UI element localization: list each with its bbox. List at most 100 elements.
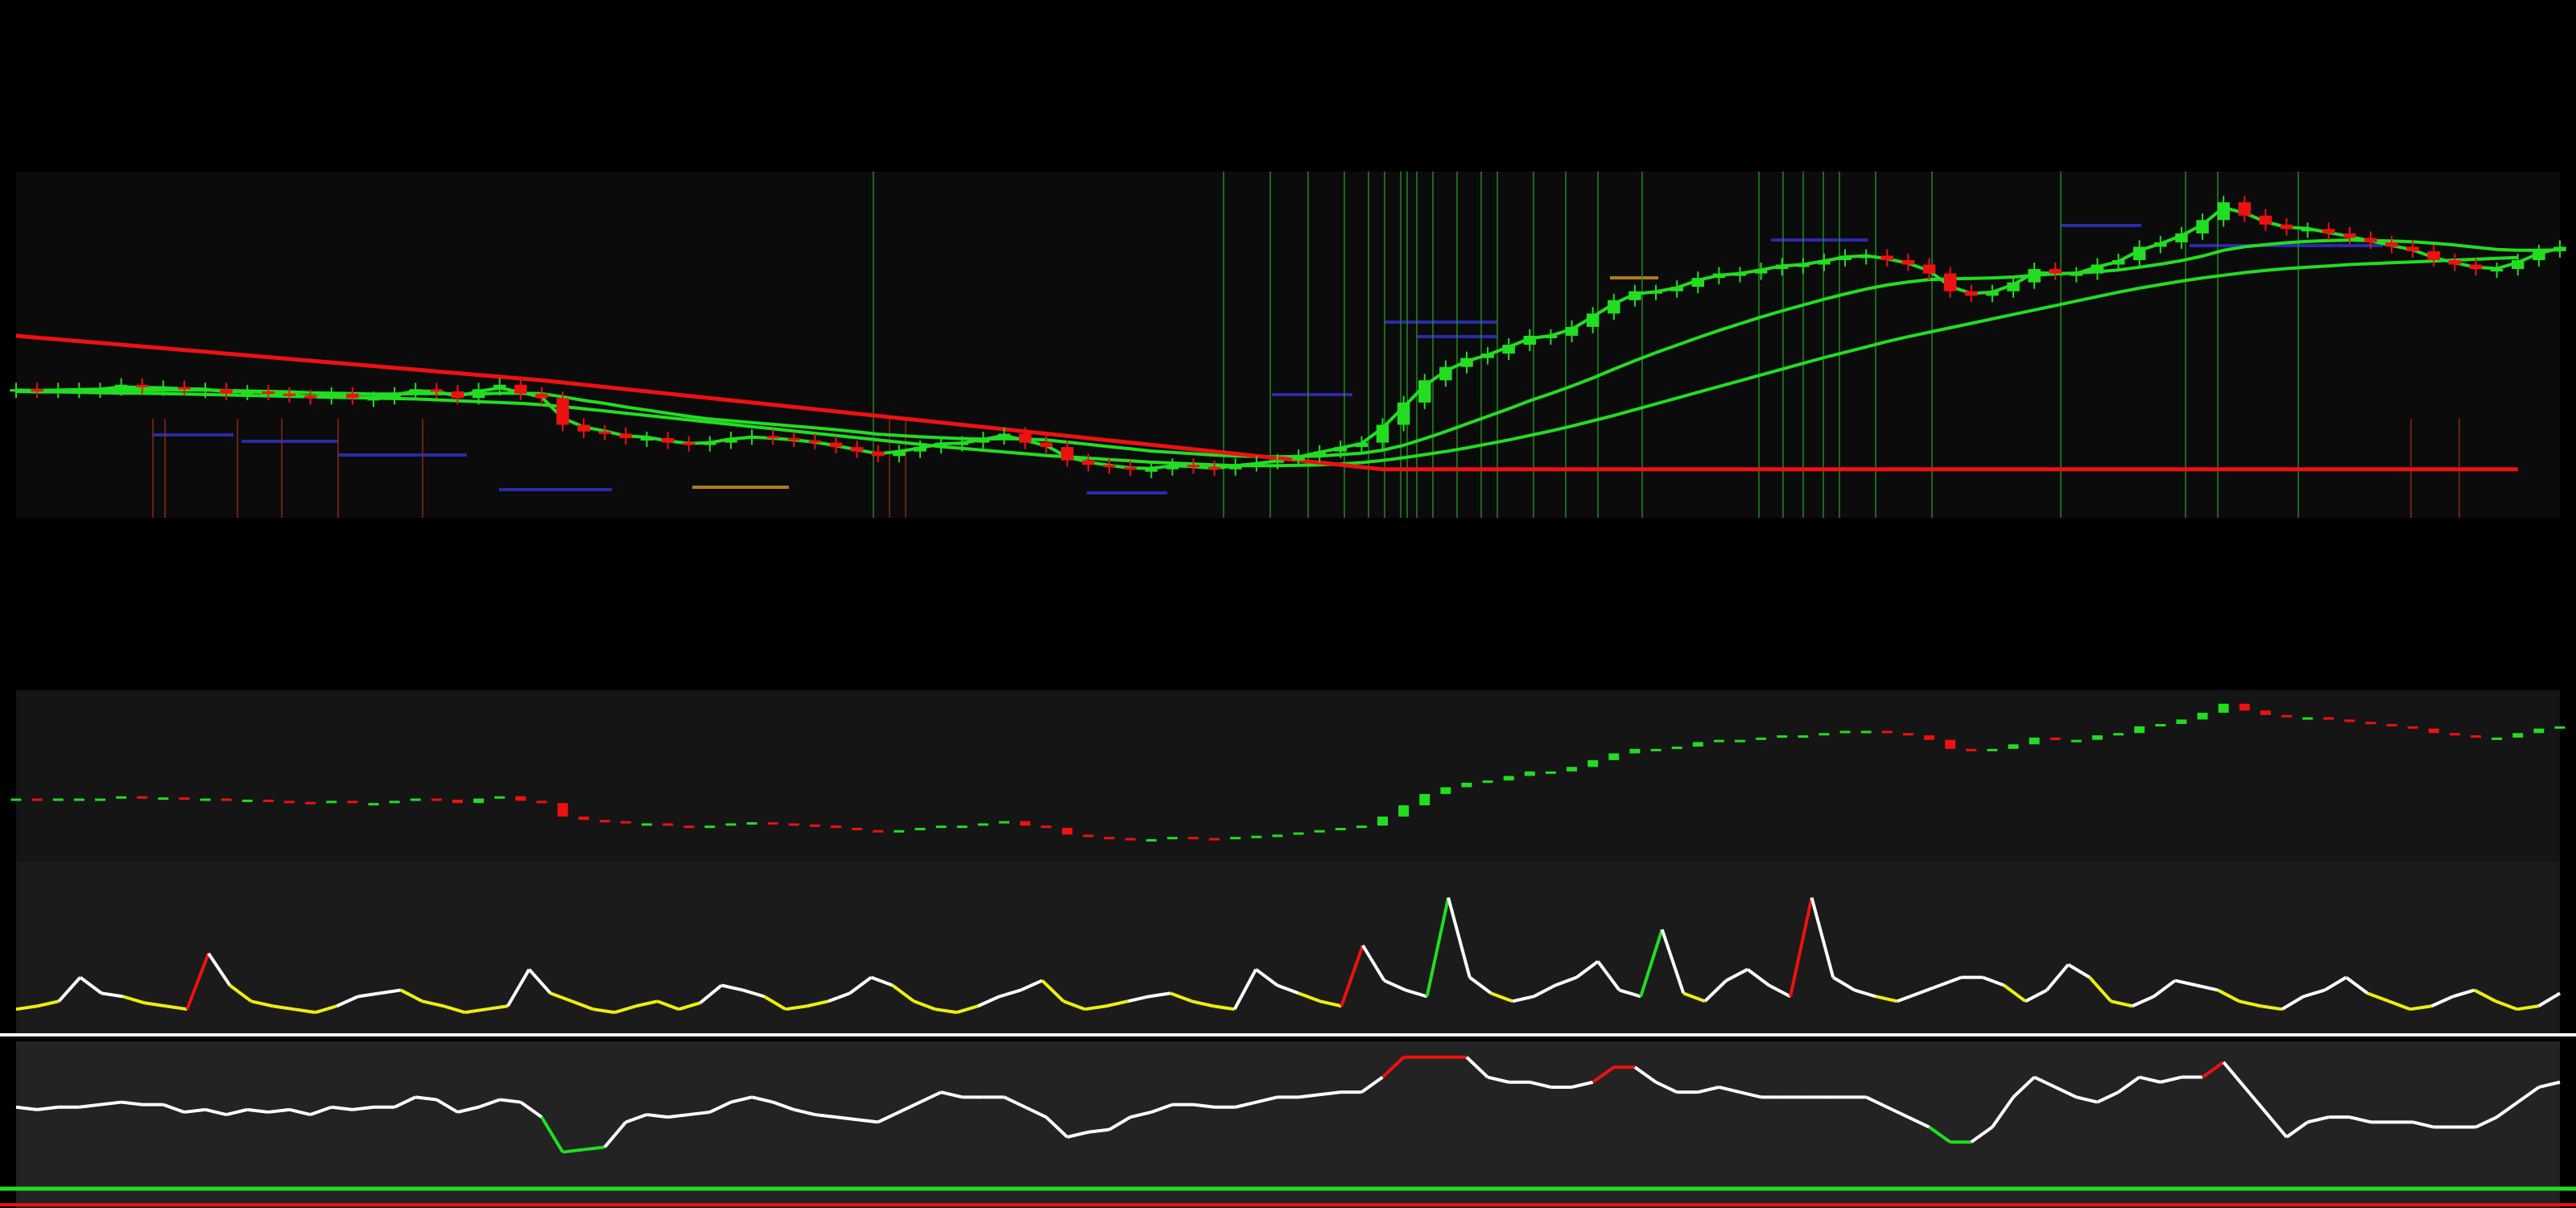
oscillator-segment	[2264, 1111, 2289, 1139]
mini-candle	[1713, 739, 1724, 743]
ma-very-long-line	[15, 333, 2518, 472]
candle-body	[1670, 287, 1683, 292]
oscillator-segment	[815, 1113, 836, 1119]
candle-body	[1964, 291, 1978, 296]
volume-oscillator-segment	[122, 995, 145, 1005]
mini-candle	[1545, 771, 1556, 774]
volume-oscillator-segment	[1512, 995, 1534, 1003]
oscillator-segment	[583, 1145, 605, 1152]
mini-candle	[1902, 733, 1913, 736]
candle-body	[1460, 358, 1473, 367]
candle-body	[514, 384, 527, 394]
mini-candle	[73, 798, 85, 801]
mini-candle	[368, 803, 379, 806]
mini-candle	[1839, 730, 1851, 734]
volume-oscillator-segment	[2345, 975, 2369, 995]
volume-oscillator-segment	[848, 975, 873, 995]
volume-oscillator-segment	[1063, 999, 1086, 1011]
mini-price-pane-background	[16, 690, 2560, 862]
oscillator-segment	[540, 1116, 564, 1153]
oscillator-segment	[2201, 1061, 2225, 1079]
mini-candle	[704, 825, 716, 829]
volume-oscillator-segment	[2025, 988, 2048, 1003]
volume-oscillator-segment	[2067, 963, 2091, 979]
candle-body	[1103, 465, 1116, 468]
candle-body	[2301, 229, 2314, 232]
oscillator-segment	[646, 1113, 668, 1119]
mini-candle	[1860, 730, 1872, 734]
volume-oscillator-segment	[272, 1004, 295, 1011]
mini-candle	[1251, 835, 1262, 838]
volume-oscillator-segment	[1810, 897, 1835, 978]
oscillator-segment	[1740, 1090, 1762, 1099]
mini-candle	[10, 798, 22, 801]
mini-candle	[935, 825, 947, 829]
oscillator-segment	[1298, 1093, 1320, 1099]
volume-oscillator-segment	[1468, 975, 1492, 995]
candle-body	[661, 438, 675, 443]
mini-candle	[956, 825, 968, 829]
oscillator-segment	[562, 1148, 584, 1154]
candle-body	[241, 391, 254, 395]
oscillator-segment	[456, 1105, 480, 1114]
volume-oscillator-segment	[1554, 975, 1578, 987]
volume-oscillator-segment	[1746, 968, 1770, 987]
volume-oscillator-segment	[2088, 976, 2112, 1003]
volume-oscillator-segment	[79, 975, 103, 995]
mini-candle	[2239, 703, 2250, 711]
volume-oscillator-segment	[1383, 978, 1406, 992]
mini-candle	[977, 823, 989, 826]
mini-candle	[2260, 710, 2271, 715]
mini-candle	[536, 801, 547, 804]
volume-oscillator-segment	[1020, 978, 1043, 992]
mini-candle	[1777, 735, 1788, 738]
volume-oscillator-segment	[1575, 960, 1600, 979]
candle-body	[472, 389, 485, 399]
ma-long-line	[15, 255, 2518, 468]
oscillator-segment	[2012, 1076, 2036, 1098]
candle-body	[2259, 215, 2273, 225]
candle-body	[367, 398, 380, 401]
volume-oscillator-segment	[2174, 978, 2198, 987]
volume-oscillator-segment	[207, 952, 232, 987]
mini-candle	[137, 796, 148, 799]
volume-oscillator-segment	[2323, 975, 2347, 992]
candle-body	[1860, 255, 1872, 259]
mini-candle	[2008, 744, 2019, 749]
volume-oscillator-segment	[57, 976, 82, 1003]
candle-body	[2364, 238, 2377, 242]
oscillator-segment	[2516, 1086, 2541, 1104]
mini-candle	[116, 796, 127, 799]
oscillator-segment	[477, 1098, 501, 1109]
mini-candle	[326, 801, 337, 804]
candle-body	[72, 389, 86, 392]
mini-candle	[1692, 742, 1703, 747]
oscillator-segment	[184, 1107, 206, 1114]
mini-candle	[1735, 739, 1745, 743]
mini-candle	[1062, 827, 1073, 835]
mini-candle	[2091, 735, 2103, 740]
volume-oscillator-segment	[828, 991, 851, 1003]
mini-candle	[158, 797, 169, 801]
volume-oscillator-segment	[2473, 988, 2497, 1003]
mini-candle	[1671, 747, 1682, 750]
oscillator-segment	[331, 1105, 353, 1111]
candle-body	[2217, 202, 2230, 221]
oscillator-segment	[708, 1100, 732, 1114]
volume-oscillator-segment	[2409, 1004, 2432, 1011]
volume-oscillator-segment	[550, 991, 573, 1003]
oscillator-segment	[499, 1098, 522, 1104]
candle-body	[157, 387, 170, 390]
oscillator-segment	[1360, 1075, 1384, 1094]
volume-oscillator-segment	[2239, 999, 2261, 1008]
oscillator-segment	[1003, 1095, 1026, 1109]
mini-candle	[725, 823, 737, 826]
mini-candle	[1924, 735, 1935, 740]
oscillator-segment	[519, 1100, 543, 1119]
candle-body	[1943, 273, 1957, 292]
volume-oscillator-segment	[1768, 983, 1791, 999]
oscillator-segment	[204, 1107, 227, 1116]
mini-candle	[2070, 739, 2082, 743]
volume-pane-background	[16, 862, 2560, 1035]
mini-candle	[1987, 748, 1998, 751]
